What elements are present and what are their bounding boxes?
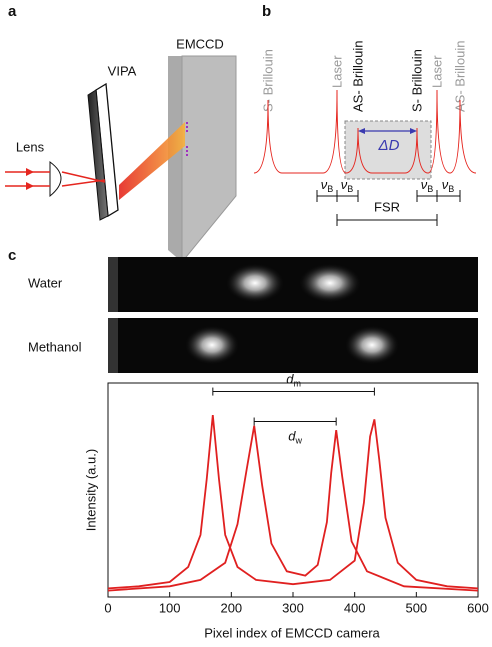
subscript: B bbox=[327, 184, 333, 194]
nu-b-label: νB bbox=[442, 177, 455, 194]
subscript: B bbox=[347, 184, 353, 194]
peak-label: Laser bbox=[329, 55, 344, 88]
subscript: m bbox=[293, 379, 301, 389]
panel-label: a bbox=[8, 3, 17, 20]
image-label: Water bbox=[28, 275, 63, 290]
emccd-label: EMCCD bbox=[176, 36, 224, 51]
fsr-label: FSR bbox=[374, 199, 400, 214]
x-tick-label: 0 bbox=[104, 600, 111, 615]
x-tick-label: 200 bbox=[220, 600, 242, 615]
image-label: Methanol bbox=[28, 339, 82, 354]
camera-images bbox=[108, 257, 478, 373]
subscript: B bbox=[448, 184, 454, 194]
subscript: B bbox=[427, 184, 433, 194]
peak-label: S- Brillouin bbox=[409, 49, 424, 112]
peak-label: Laser bbox=[429, 55, 444, 88]
panel-label: c bbox=[8, 247, 16, 264]
x-tick-label: 100 bbox=[159, 600, 181, 615]
lens-label: Lens bbox=[16, 139, 45, 154]
y-axis-title: Intensity (a.u.) bbox=[83, 449, 98, 531]
figure: a VIPA EMCCD Lens b S- Brillouin Laser AS-… bbox=[0, 0, 492, 647]
x-tick-label: 300 bbox=[282, 600, 304, 615]
nu-b-label: νB bbox=[421, 177, 434, 194]
peak-label: AS- Brillouin bbox=[350, 40, 365, 112]
nu-b-label: νB bbox=[321, 177, 334, 194]
vipa-label: VIPA bbox=[108, 63, 137, 78]
span-label: dm bbox=[286, 372, 301, 389]
panel-label: b bbox=[262, 3, 271, 20]
plot-frame bbox=[108, 383, 478, 597]
setup-drawing bbox=[5, 56, 236, 262]
x-axis-title: Pixel index of EMCCD camera bbox=[204, 625, 380, 640]
span-label: dw bbox=[288, 429, 302, 446]
nu-b-label: νB bbox=[341, 177, 354, 194]
fit-curve bbox=[108, 426, 478, 591]
x-tick-label: 500 bbox=[405, 600, 427, 615]
delta-d: ΔD bbox=[378, 137, 400, 154]
x-tick-label: 600 bbox=[467, 600, 489, 615]
subscript: w bbox=[295, 436, 303, 446]
x-tick-label: 400 bbox=[344, 600, 366, 615]
